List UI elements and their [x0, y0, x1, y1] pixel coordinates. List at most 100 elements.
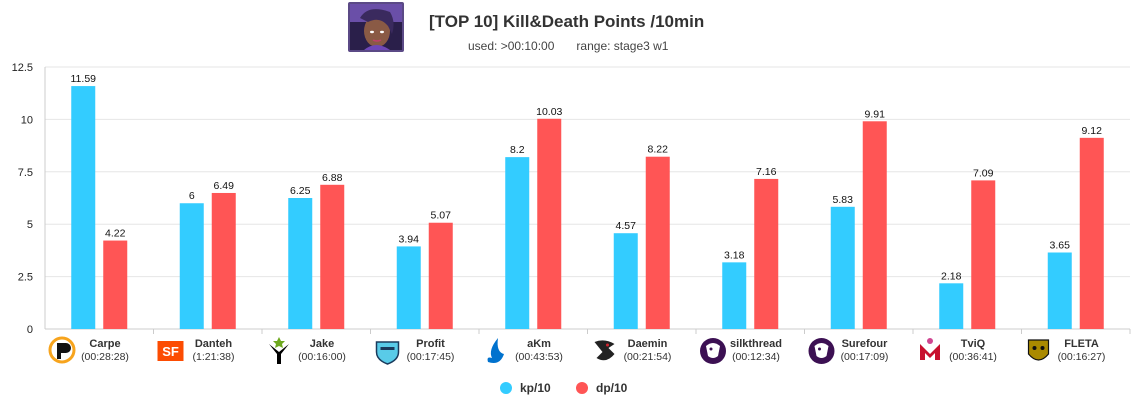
- legend-label: dp/10: [596, 381, 628, 395]
- player-time: (00:17:09): [841, 351, 889, 363]
- x-category: FLETA(00:16:27): [1027, 338, 1106, 363]
- kp-bar[interactable]: [396, 246, 421, 329]
- kp-value-label: 2.18: [941, 270, 962, 282]
- x-category: Daemin(00:21:54): [594, 338, 672, 363]
- used-filter-label: used: >00:10:00: [468, 39, 555, 53]
- player-time: (00:16:27): [1058, 351, 1106, 363]
- dp-value-label: 8.22: [648, 144, 669, 156]
- x-axis-categories: Carpe(00:28:28) SF Danteh(1:21:38) Jake(00:…: [48, 336, 1106, 365]
- dp-bar[interactable]: [971, 180, 996, 329]
- player-name: TviQ: [961, 338, 986, 350]
- player-time: (00:36:41): [949, 351, 997, 363]
- legend[interactable]: kp/10 dp/10: [500, 381, 628, 395]
- player-time: (1:21:38): [192, 351, 234, 363]
- player-name: Danteh: [195, 338, 233, 350]
- kp-value-label: 3.94: [399, 233, 420, 245]
- kp-value-label: 5.83: [833, 194, 854, 206]
- player-time: (00:28:28): [81, 351, 129, 363]
- fusion-logo-icon: [48, 336, 76, 364]
- y-tick-label: 12.5: [12, 62, 33, 74]
- dp-value-label: 5.07: [431, 210, 452, 222]
- player-name: FLETA: [1064, 338, 1099, 350]
- y-tick-label: 5: [27, 219, 33, 231]
- kp-bar[interactable]: [288, 198, 313, 329]
- player-name: aKm: [527, 338, 551, 350]
- player-name: Daemin: [628, 338, 668, 350]
- chart-header: [TOP 10] Kill&Death Points /10min used: …: [0, 0, 1140, 60]
- kp-bar[interactable]: [722, 262, 747, 329]
- x-category: aKm(00:43:53): [487, 338, 563, 363]
- player-time: (00:21:54): [624, 351, 672, 363]
- kp-bar[interactable]: [830, 206, 855, 329]
- kp-bar[interactable]: [613, 233, 638, 329]
- y-tick-label: 7.5: [18, 167, 33, 179]
- kp-value-label: 6: [189, 190, 195, 202]
- x-category: Carpe(00:28:28): [48, 336, 129, 364]
- dp-bar[interactable]: [428, 222, 453, 329]
- svg-text:SF: SF: [162, 344, 179, 359]
- florida-mayhem-logo-icon: [920, 338, 940, 360]
- kp-bar[interactable]: [939, 283, 964, 329]
- kp-value-label: 3.18: [724, 249, 745, 261]
- dp-value-label: 9.91: [865, 108, 886, 120]
- player-name: Carpe: [89, 338, 120, 350]
- y-tick-label: 2.5: [18, 272, 33, 284]
- dp-value-label: 7.16: [756, 166, 777, 178]
- x-category: Jake(00:16:00): [269, 337, 346, 364]
- outlaws-logo-icon: [269, 337, 289, 364]
- dp-value-label: 7.09: [973, 167, 994, 179]
- london-spitfire-logo-icon: [375, 341, 400, 365]
- player-time: (00:16:00): [298, 351, 346, 363]
- player-name: Surefour: [842, 338, 889, 350]
- la-gladiators-logo-icon: [700, 338, 726, 364]
- kp-value-label: 8.2: [510, 144, 525, 156]
- x-category: SF Danteh(1:21:38): [157, 338, 235, 363]
- y-tick-label: 0: [27, 324, 33, 336]
- legend-marker: [500, 382, 512, 394]
- sf-shock-logo-icon: SF: [157, 341, 184, 361]
- la-gladiators-logo-icon: [808, 338, 835, 364]
- shanghai-dragons-logo-icon: [594, 340, 615, 361]
- kp-bar[interactable]: [71, 86, 96, 329]
- seoul-dynasty-logo-icon: [1027, 339, 1050, 361]
- y-tick-label: 10: [21, 114, 33, 126]
- dp-bar[interactable]: [211, 192, 236, 329]
- legend-item-kp[interactable]: kp/10: [500, 381, 551, 395]
- dp-bar[interactable]: [537, 118, 562, 329]
- legend-marker: [576, 382, 588, 394]
- player-time: (00:12:34): [732, 351, 780, 363]
- data-labels: 11.59 4.22 6 6.49 6.25 6.88 3.94 5.07 8.2 10.03 4.…: [71, 73, 1103, 282]
- dp-bar[interactable]: [103, 240, 128, 329]
- dp-bar[interactable]: [754, 178, 779, 329]
- dallas-fuel-logo-icon: [487, 338, 504, 363]
- dp-value-label: 6.88: [322, 172, 343, 184]
- legend-label: kp/10: [520, 381, 551, 395]
- range-filter-label: range: stage3 w1: [576, 39, 669, 53]
- dp-bar[interactable]: [320, 184, 345, 329]
- dp-value-label: 9.12: [1082, 125, 1103, 137]
- player-name: Profit: [416, 338, 445, 350]
- x-category: silkthread(00:12:34): [700, 338, 782, 364]
- kp-value-label: 6.25: [290, 185, 311, 197]
- x-category: TviQ(00:36:41): [920, 338, 997, 363]
- dp-value-label: 6.49: [214, 180, 235, 192]
- dp-bar[interactable]: [645, 156, 670, 329]
- kp-bar[interactable]: [1047, 252, 1072, 329]
- kp-value-label: 11.59: [71, 73, 97, 85]
- bars: [71, 86, 1104, 329]
- kp-bar[interactable]: [179, 203, 204, 329]
- dp-value-label: 10.03: [536, 106, 562, 118]
- chart-subtitle: used: >00:10:00 range: stage3 w1: [468, 39, 668, 53]
- x-category: Profit(00:17:45): [375, 338, 455, 365]
- legend-item-dp[interactable]: dp/10: [576, 381, 628, 395]
- player-name: silkthread: [730, 338, 782, 350]
- grid-lines: [44, 66, 1131, 334]
- dp-bar[interactable]: [862, 121, 887, 329]
- dp-bar[interactable]: [1079, 137, 1104, 329]
- player-time: (00:43:53): [515, 351, 563, 363]
- player-time: (00:17:45): [407, 351, 455, 363]
- sombra-hero-avatar-icon: [348, 2, 404, 52]
- kp-bar[interactable]: [505, 157, 530, 329]
- x-category: Surefour(00:17:09): [808, 338, 889, 364]
